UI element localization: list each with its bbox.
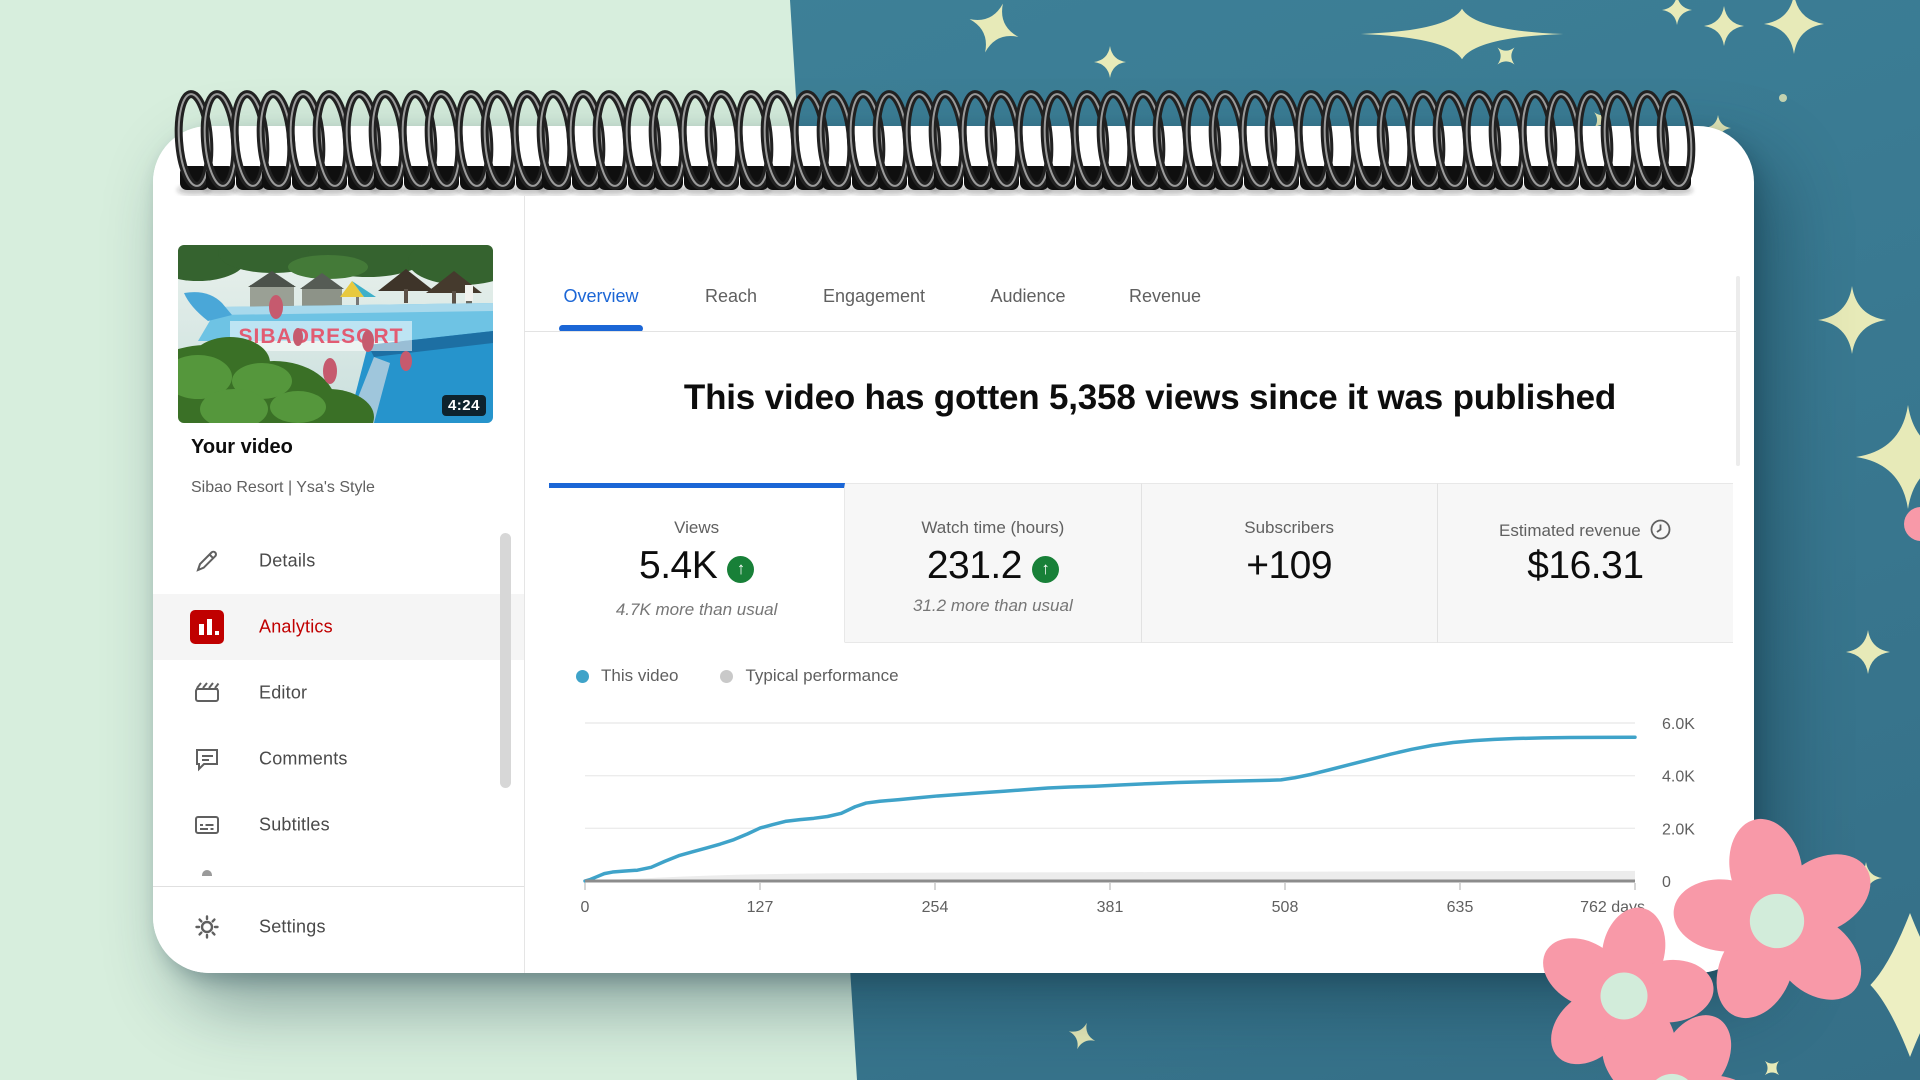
metric-note: 31.2 more than usual <box>913 596 1073 615</box>
tab-overview[interactable]: Overview <box>563 286 639 306</box>
metric-value: 231.2 <box>926 544 1023 587</box>
views-headline: This video has gotten 5,358 views since … <box>683 378 1617 417</box>
sidebar-item-analytics[interactable]: Analytics <box>153 594 524 660</box>
menu-divider <box>153 886 524 887</box>
sidebar-item-label: Settings <box>259 916 326 937</box>
metric-cards: Views 5.4K ↑ 4.7K more than usual Watch time… <box>549 483 1733 643</box>
legend-label: Typical performance <box>745 666 899 685</box>
up-arrow-icon: ↑ <box>1031 555 1059 583</box>
tab-audience[interactable]: Audience <box>990 286 1066 306</box>
tab-revenue[interactable]: Revenue <box>1128 286 1202 306</box>
sidebar-item-label: Analytics <box>259 616 333 637</box>
metric-note: 4.7K more than usual <box>615 600 778 619</box>
thumbnail-image: SIBAORESORT <box>178 245 493 423</box>
legend-item: Typical performance <box>720 666 899 686</box>
metric-value: +109 <box>1246 544 1333 587</box>
metric-label: Watch time (hours) <box>921 518 1065 537</box>
metric-value: 5.4K <box>639 544 718 587</box>
active-tab-underline <box>559 325 643 332</box>
tab-reach[interactable]: Reach <box>704 286 758 306</box>
y-axis-tick-label: 4.0K <box>1662 769 1695 786</box>
sidebar-scrollbar[interactable] <box>500 533 511 788</box>
this-video-line <box>583 735 1637 883</box>
x-axis-tick-label: 254 <box>922 899 949 916</box>
x-axis-tick-label: 127 <box>747 899 774 916</box>
sidebar-divider <box>524 196 525 973</box>
sidebar-item-label: Details <box>259 550 316 571</box>
sidebar-item-editor[interactable]: Editor <box>153 660 524 726</box>
legend-label: This video <box>601 666 679 685</box>
sidebar: SIBAORESORT 4:24 Your video <box>153 126 524 973</box>
metric-label: Subscribers <box>1244 518 1334 537</box>
notebook-card: SIBAORESORT 4:24 Your video <box>153 126 1754 973</box>
up-arrow-icon: ↑ <box>727 555 755 583</box>
clock-icon <box>1641 519 1672 540</box>
legend-dot-icon <box>720 669 734 683</box>
cutoff-menu-item <box>202 870 212 876</box>
video-thumbnail[interactable]: SIBAORESORT 4:24 <box>178 245 493 423</box>
editor-icon <box>190 676 224 710</box>
metric-value: $16.31 <box>1527 544 1644 587</box>
views-line-chart: 0 127 254 381 508 635 762 days 0 2.0K 4.0K 6.0K <box>581 716 1696 916</box>
pencil-icon <box>190 544 224 578</box>
tab-engagement[interactable]: Engagement <box>822 286 926 306</box>
analytics-main: Overview Reach Engagement Audience Revenue T… <box>524 126 1754 973</box>
main-scrollbar[interactable] <box>1736 276 1740 466</box>
tabs-divider <box>524 331 1740 332</box>
y-axis-tick-label: 2.0K <box>1662 821 1695 838</box>
metric-label: Estimated revenue <box>1499 521 1641 540</box>
y-axis-tick-label: 6.0K <box>1662 716 1695 733</box>
video-duration-badge: 4:24 <box>441 395 486 416</box>
subtitles-icon <box>190 808 224 842</box>
chart-legend: This video Typical performance <box>576 666 899 686</box>
x-axis-tick-label: 762 days <box>1580 899 1645 916</box>
metric-label: Views <box>674 518 720 537</box>
video-owner-label: Your video <box>191 436 293 458</box>
metric-card-estimated-revenue[interactable]: Estimated revenue $16.31 <box>1436 483 1733 643</box>
legend-item: This video <box>576 666 678 686</box>
typical-performance-area <box>585 870 1635 881</box>
x-axis-tick-label: 0 <box>581 899 590 916</box>
x-axis-tick-label: 508 <box>1272 899 1299 916</box>
x-axis-tick-label: 635 <box>1447 899 1474 916</box>
metric-card-subscribers[interactable]: Subscribers +109 <box>1140 483 1437 643</box>
x-axis-tick-label: 381 <box>1097 899 1124 916</box>
gear-icon <box>190 910 224 944</box>
thumbnail-overlay-text: SIBAORESORT <box>238 325 403 348</box>
comments-icon <box>190 742 224 776</box>
sidebar-item-details[interactable]: Details <box>153 528 524 594</box>
metric-card-views[interactable]: Views 5.4K ↑ 4.7K more than usual <box>549 483 846 643</box>
sidebar-item-label: Comments <box>259 748 348 769</box>
sidebar-item-settings[interactable]: Settings <box>153 894 524 960</box>
sidebar-item-comments[interactable]: Comments <box>153 726 524 792</box>
metric-card-watch-time-hours-[interactable]: Watch time (hours) 231.2 ↑ 31.2 more than u… <box>845 483 1141 643</box>
y-axis-tick-label: 0 <box>1662 874 1671 891</box>
sidebar-item-label: Editor <box>259 682 308 703</box>
legend-dot-icon <box>576 669 589 683</box>
sidebar-item-subtitles[interactable]: Subtitles <box>153 792 524 858</box>
analytics-icon <box>190 610 224 644</box>
youtube-studio-page: SIBAORESORT 4:24 Your video <box>153 126 1754 973</box>
video-name-label: Sibao Resort | Ysa's Style <box>191 479 375 496</box>
sidebar-item-label: Subtitles <box>259 814 330 835</box>
